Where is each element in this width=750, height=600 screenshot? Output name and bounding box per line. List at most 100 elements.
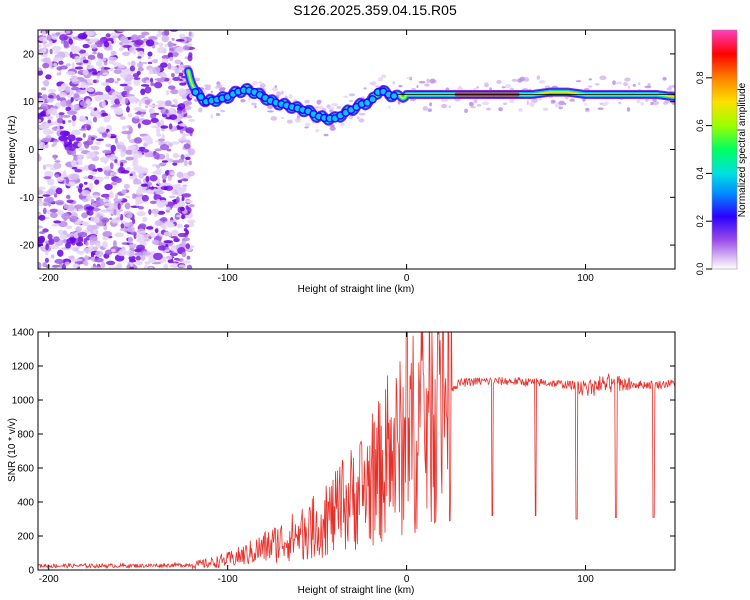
noise-speck bbox=[43, 176, 52, 180]
noise-speck bbox=[511, 78, 518, 82]
noise-speck bbox=[129, 266, 134, 269]
noise-speck bbox=[280, 116, 285, 120]
noise-speck bbox=[94, 179, 100, 185]
noise-speck bbox=[138, 146, 146, 150]
noise-speck bbox=[165, 109, 169, 114]
noise-speck bbox=[66, 204, 75, 212]
noise-speck bbox=[63, 40, 69, 48]
noise-speck bbox=[92, 109, 101, 117]
noise-speck bbox=[104, 202, 111, 207]
noise-speck bbox=[74, 55, 81, 63]
noise-speck bbox=[119, 227, 129, 232]
noise-speck bbox=[188, 204, 195, 208]
noise-speck bbox=[139, 108, 147, 112]
noise-speck bbox=[152, 67, 156, 74]
noise-speck bbox=[186, 255, 191, 260]
noise-speck bbox=[110, 50, 117, 56]
noise-speck bbox=[185, 156, 191, 161]
noise-speck bbox=[179, 128, 184, 134]
colorbar-ticks: 0.0 0.2 0.4 0.6 0.8 bbox=[695, 72, 712, 275]
noise-speck bbox=[252, 80, 258, 86]
y-tick-label: 0 bbox=[28, 566, 34, 577]
noise-speck bbox=[38, 97, 45, 105]
noise-speck bbox=[177, 179, 183, 184]
noise-speck bbox=[142, 178, 147, 184]
noise-speck bbox=[89, 171, 97, 175]
noise-speck bbox=[48, 238, 55, 245]
noise-speck bbox=[38, 225, 43, 229]
noise-speck bbox=[69, 215, 78, 223]
noise-speck bbox=[113, 209, 118, 216]
noise-speck bbox=[623, 82, 629, 87]
noise-speck bbox=[133, 137, 143, 144]
noise-speck bbox=[43, 45, 47, 52]
noise-speck bbox=[126, 250, 135, 257]
noise-speck bbox=[103, 61, 108, 66]
noise-speck bbox=[38, 113, 47, 117]
noise-speck bbox=[163, 263, 169, 269]
noise-speck bbox=[38, 119, 42, 123]
noise-speck bbox=[81, 198, 89, 202]
x-tick-label: 100 bbox=[577, 273, 594, 284]
noise-speck bbox=[185, 199, 194, 203]
noise-speck bbox=[267, 110, 275, 113]
noise-speck bbox=[144, 86, 152, 94]
noise-speck bbox=[85, 38, 91, 42]
colorbar-tick-label: 0.2 bbox=[695, 215, 705, 228]
noise-speck bbox=[185, 205, 189, 210]
noise-speck bbox=[100, 261, 106, 269]
noise-speck bbox=[102, 149, 112, 154]
noise-speck bbox=[66, 199, 74, 204]
noise-speck bbox=[158, 138, 165, 142]
noise-speck bbox=[169, 219, 175, 223]
noise-speck bbox=[140, 254, 146, 261]
noise-speck bbox=[120, 162, 124, 167]
noise-speck bbox=[150, 125, 160, 129]
noise-speck bbox=[176, 171, 184, 178]
noise-speck bbox=[53, 62, 58, 68]
noise-speck bbox=[155, 164, 161, 169]
noise-speck bbox=[82, 260, 88, 266]
noise-speck bbox=[69, 88, 74, 96]
noise-speck bbox=[110, 248, 116, 253]
noise-speck bbox=[74, 66, 84, 70]
noise-speck bbox=[38, 69, 43, 76]
noise-speck bbox=[49, 48, 53, 55]
noise-speck bbox=[92, 71, 98, 76]
noise-speck bbox=[167, 85, 176, 90]
y-tick-label: 20 bbox=[23, 49, 35, 60]
noise-speck bbox=[183, 159, 188, 167]
noise-speck bbox=[54, 193, 58, 198]
noise-speck bbox=[127, 132, 131, 141]
noise-speck bbox=[68, 143, 77, 152]
noise-speck bbox=[160, 119, 165, 126]
noise-speck bbox=[71, 129, 81, 136]
noise-speck bbox=[58, 60, 64, 65]
noise-speck bbox=[48, 88, 57, 93]
noise-speck bbox=[172, 76, 181, 81]
noise-speck bbox=[66, 233, 76, 237]
noise-speck bbox=[251, 102, 257, 106]
colorbar-tick-label: 0.8 bbox=[695, 72, 705, 85]
noise-speck bbox=[113, 240, 117, 248]
noise-speck bbox=[132, 218, 136, 225]
noise-speck bbox=[113, 69, 123, 74]
noise-speck bbox=[51, 45, 62, 52]
noise-speck bbox=[133, 77, 141, 81]
noise-speck bbox=[316, 99, 321, 105]
noise-speck bbox=[94, 141, 101, 146]
noise-speck bbox=[55, 199, 65, 206]
noise-speck bbox=[43, 202, 49, 207]
noise-speck bbox=[358, 112, 366, 116]
noise-speck bbox=[336, 105, 341, 109]
noise-speck bbox=[83, 176, 90, 179]
noise-speck bbox=[101, 100, 106, 108]
noise-speck bbox=[542, 107, 549, 112]
spectrogram-y-label: Frequency (Hz) bbox=[7, 116, 18, 185]
noise-speck bbox=[95, 60, 103, 67]
noise-speck bbox=[121, 145, 127, 152]
noise-speck bbox=[94, 257, 104, 263]
noise-speck bbox=[182, 100, 192, 106]
noise-speck bbox=[187, 170, 195, 177]
